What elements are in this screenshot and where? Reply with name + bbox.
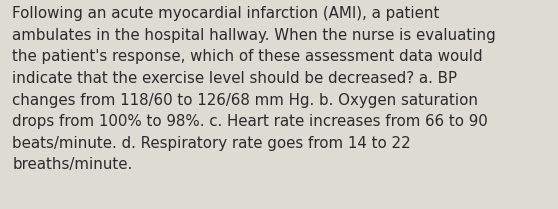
Text: Following an acute myocardial infarction (AMI), a patient
ambulates in the hospi: Following an acute myocardial infarction… (12, 6, 496, 172)
